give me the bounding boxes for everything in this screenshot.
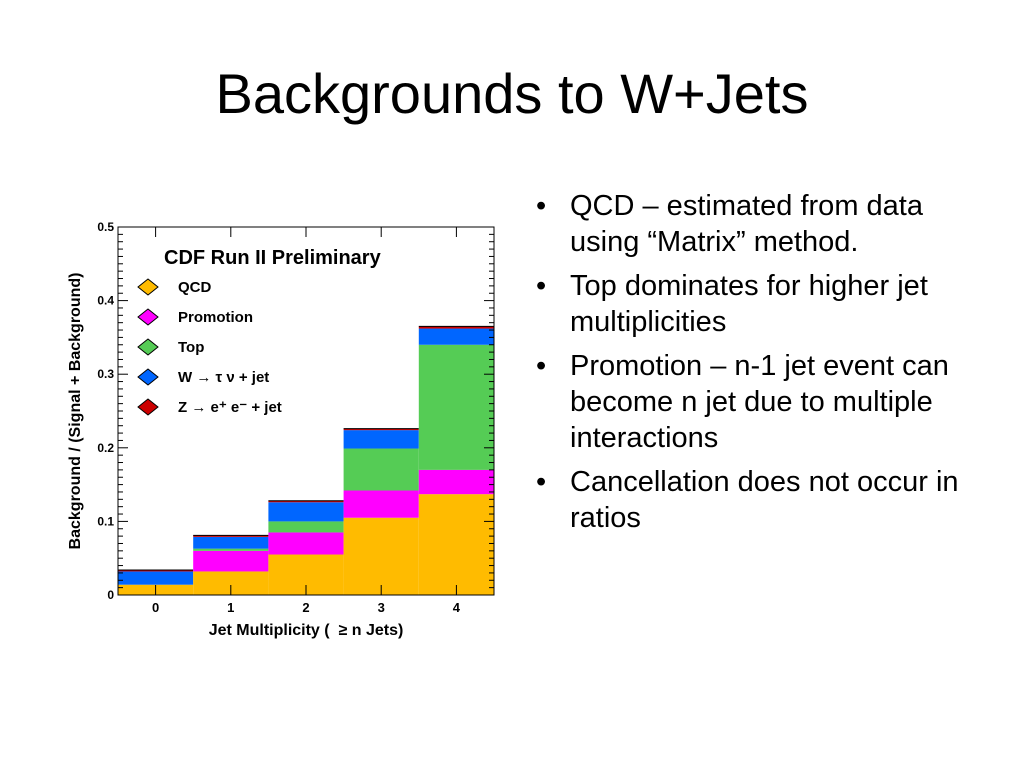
stacked-bar-chart: 0 0.1 0.2 0.3 0.4 0.5 0 1 2 3 4 CDF Run II Prelimi…: [60, 205, 500, 645]
bar-segment-2-2: [268, 521, 344, 533]
ticks-layer: 0 0.1 0.2 0.3 0.4 0.5 0 1 2 3 4: [97, 220, 494, 615]
slide-title: Backgrounds to W+Jets: [215, 62, 809, 125]
legend-label: W → τ ν + jet: [178, 369, 269, 386]
bar-segment-1-1: [193, 550, 269, 572]
bar-segment-4-1: [193, 535, 269, 537]
legend: QCD Promotion Top W → τ ν + jet Z → e⁺ e⁻ + …: [137, 278, 282, 416]
bar-segment-0-3: [343, 517, 419, 595]
y-tick-label: 0: [107, 588, 114, 602]
bullet-dot-icon: •: [536, 190, 547, 222]
bar-segment-3-0: [118, 571, 194, 585]
legend-marker-icon: [137, 368, 159, 386]
bullet-text: QCD – estimated from data using “Matrix”…: [570, 190, 923, 258]
bar-segment-3-4: [418, 328, 494, 345]
bullet-text: Promotion – n-1 jet event can become n j…: [570, 350, 949, 454]
bar-segment-1-3: [343, 490, 419, 518]
y-axis-label: Background / (Signal + Background): [67, 273, 84, 550]
bullet-dot-icon: •: [536, 466, 547, 498]
y-tick-label: 0.5: [97, 220, 114, 234]
y-tick-label: 0.1: [97, 514, 114, 528]
bar-segment-4-0: [118, 569, 194, 572]
bars-layer: [118, 325, 494, 595]
x-tick-label: 3: [378, 600, 385, 615]
bullet-list: • QCD – estimated from data using “Matrix…: [532, 188, 982, 544]
bar-segment-1-4: [418, 469, 494, 495]
bullet-text: Cancellation does not occur in ratios: [570, 466, 959, 534]
bullet-item: • Top dominates for higher jet multiplici…: [532, 268, 982, 340]
bar-segment-0-1: [193, 571, 269, 595]
chart-svg: 0 0.1 0.2 0.3 0.4 0.5 0 1 2 3 4 CDF Run II Prelimi…: [67, 220, 495, 639]
bullet-item: • Cancellation does not occur in ratios: [532, 464, 982, 536]
x-tick-label: 0: [152, 600, 159, 615]
bar-segment-1-2: [268, 532, 344, 555]
bar-segment-4-2: [268, 500, 344, 503]
legend-label: QCD: [178, 279, 212, 296]
chart-title: CDF Run II Preliminary: [164, 247, 382, 269]
x-tick-label: 1: [227, 600, 234, 615]
legend-marker-icon: [137, 278, 159, 296]
x-tick-label: 2: [302, 600, 309, 615]
x-axis-label: Jet Multiplicity ( ≥ n Jets): [209, 622, 404, 639]
x-tick-label: 4: [453, 600, 461, 615]
bar-segment-3-3: [343, 430, 419, 449]
bar-segment-0-4: [418, 494, 494, 595]
bullet-dot-icon: •: [536, 270, 547, 302]
bar-segment-4-4: [418, 326, 494, 329]
legend-label: Promotion: [178, 309, 253, 326]
bar-segment-3-1: [193, 536, 269, 549]
y-tick-label: 0.4: [97, 294, 114, 308]
bar-segment-2-4: [418, 344, 494, 470]
legend-label: Top: [178, 339, 204, 356]
bullet-dot-icon: •: [536, 350, 547, 382]
legend-marker-icon: [137, 398, 159, 416]
legend-marker-icon: [137, 338, 159, 356]
y-tick-label: 0.2: [97, 441, 114, 455]
bar-segment-2-3: [343, 448, 419, 491]
legend-marker-icon: [137, 308, 159, 326]
bar-segment-3-2: [268, 502, 344, 522]
legend-label: Z → e⁺ e⁻ + jet: [178, 399, 282, 416]
bar-segment-4-3: [343, 428, 419, 431]
y-tick-label: 0.3: [97, 367, 114, 381]
bullet-item: • QCD – estimated from data using “Matrix…: [532, 188, 982, 260]
bullet-item: • Promotion – n-1 jet event can become n …: [532, 348, 982, 456]
bar-segment-2-1: [193, 548, 269, 551]
bullet-text: Top dominates for higher jet multiplicit…: [570, 270, 928, 338]
